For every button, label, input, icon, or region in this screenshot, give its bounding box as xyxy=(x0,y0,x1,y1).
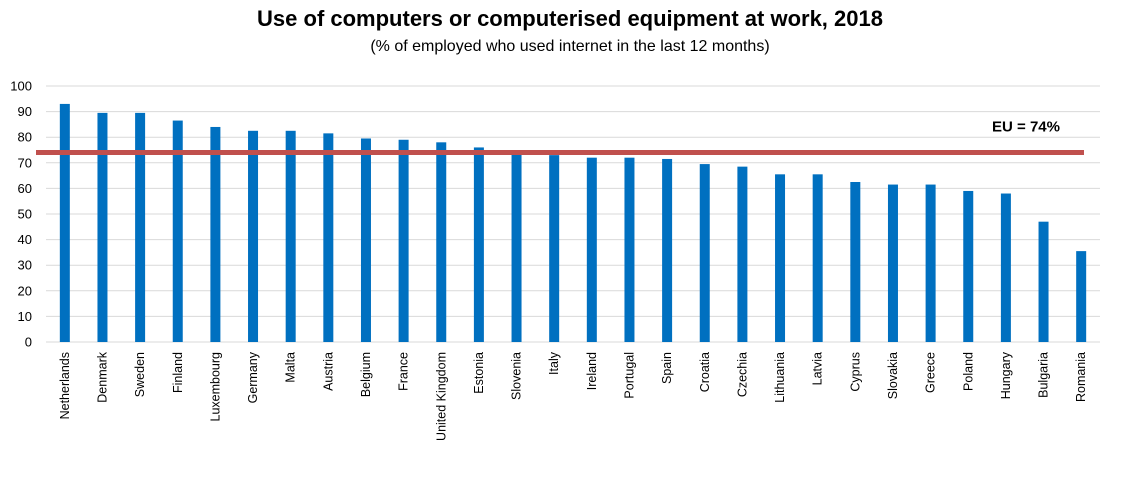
chart-title: Use of computers or computerised equipme… xyxy=(257,6,883,31)
y-tick-label: 0 xyxy=(25,335,32,350)
y-tick-label: 70 xyxy=(18,155,32,170)
bar xyxy=(737,166,748,342)
y-tick-label: 80 xyxy=(18,130,32,145)
x-tick-label: Romania xyxy=(1074,352,1088,402)
x-tick-label: Ireland xyxy=(585,352,599,390)
bar xyxy=(97,112,108,342)
x-tick-label: Sweden xyxy=(133,352,147,397)
bar xyxy=(248,130,259,342)
y-tick-label: 60 xyxy=(18,181,32,196)
y-tick-label: 20 xyxy=(18,283,32,298)
y-tick-label: 40 xyxy=(18,232,32,247)
x-tick-label: Greece xyxy=(924,352,938,393)
bar xyxy=(624,157,635,342)
x-tick-label: Latvia xyxy=(811,352,825,385)
x-tick-label: Finland xyxy=(171,352,185,393)
bar xyxy=(775,174,786,342)
bar xyxy=(850,182,861,342)
eu-average-label: EU = 74% xyxy=(992,119,1060,136)
x-tick-label: Italy xyxy=(547,351,561,375)
bar xyxy=(963,190,974,342)
eu-reference: EU = 74% xyxy=(36,119,1084,156)
gridlines xyxy=(46,85,1100,343)
bar xyxy=(436,142,447,342)
x-tick-label: Belgium xyxy=(359,352,373,397)
bar xyxy=(812,174,823,342)
y-tick-label: 50 xyxy=(18,207,32,222)
x-tick-label: France xyxy=(397,352,411,391)
bar xyxy=(172,120,183,342)
x-tick-label: Spain xyxy=(660,352,674,384)
bar xyxy=(398,139,409,342)
x-axis-labels: Netherlands Denmark Sweden Finland Luxembour… xyxy=(58,351,1088,441)
x-tick-label: Germany xyxy=(246,351,260,403)
x-tick-label: Malta xyxy=(284,352,298,383)
y-tick-label: 10 xyxy=(18,309,32,324)
bar xyxy=(586,157,597,342)
x-tick-label: Bulgaria xyxy=(1037,352,1051,398)
x-tick-label: Hungary xyxy=(999,351,1013,399)
bar xyxy=(210,126,221,343)
bar xyxy=(662,158,673,342)
x-tick-label: Estonia xyxy=(472,352,486,394)
bar xyxy=(925,184,936,342)
bar xyxy=(887,184,898,342)
bar xyxy=(1000,193,1011,342)
bar xyxy=(549,155,560,342)
x-tick-label: Slovenia xyxy=(510,352,524,400)
x-tick-label: Croatia xyxy=(698,352,712,392)
bar xyxy=(699,164,710,342)
x-tick-label: Austria xyxy=(321,352,335,391)
x-tick-label: Slovakia xyxy=(886,352,900,399)
x-tick-label: Poland xyxy=(961,352,975,391)
y-axis-ticks: 0 10 20 30 40 50 60 70 80 90 100 xyxy=(10,79,32,350)
bar xyxy=(135,112,146,342)
x-tick-label: Czechia xyxy=(735,352,749,397)
bar xyxy=(1038,221,1049,342)
bars xyxy=(59,103,1087,343)
x-tick-label: Luxembourg xyxy=(208,352,222,422)
x-tick-label: United Kingdom xyxy=(434,352,448,441)
bar xyxy=(1076,251,1087,342)
x-tick-label: Netherlands xyxy=(58,352,72,419)
bar xyxy=(285,130,296,342)
x-tick-label: Denmark xyxy=(95,351,109,402)
y-tick-label: 100 xyxy=(10,79,32,94)
y-tick-label: 30 xyxy=(18,258,32,273)
x-tick-label: Lithuania xyxy=(773,352,787,403)
bar xyxy=(473,147,484,342)
chart-subtitle: (% of employed who used internet in the … xyxy=(370,38,770,55)
bar xyxy=(360,138,371,342)
y-tick-label: 90 xyxy=(18,104,32,119)
bar xyxy=(323,133,334,342)
x-tick-label: Cyprus xyxy=(848,352,862,392)
bar xyxy=(59,103,70,342)
x-tick-label: Portugal xyxy=(622,352,636,399)
bar xyxy=(511,152,522,342)
